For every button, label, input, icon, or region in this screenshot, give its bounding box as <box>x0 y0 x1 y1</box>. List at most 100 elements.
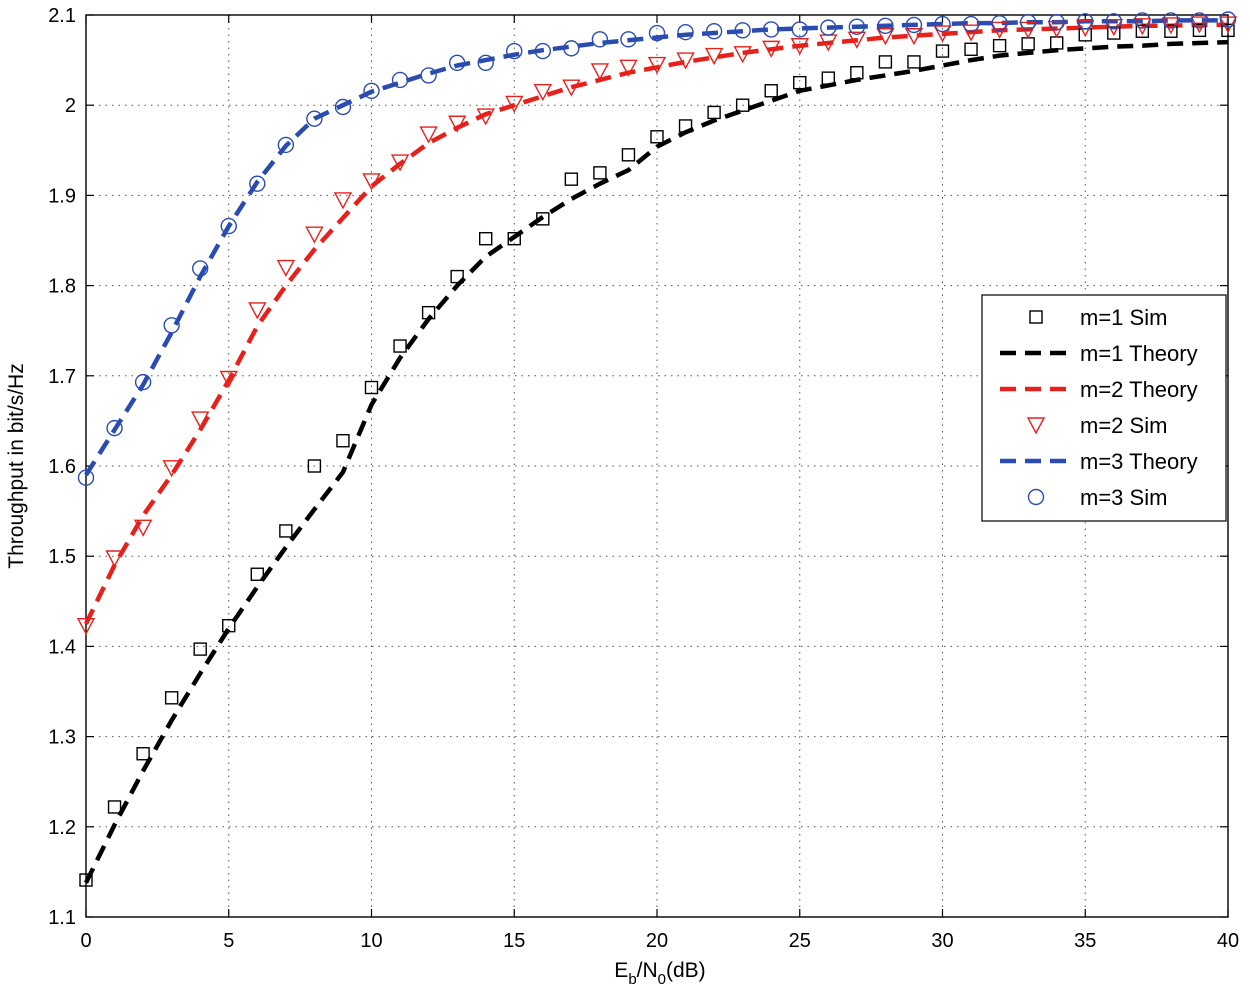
data-point-m-1-sim <box>935 44 950 58</box>
legend-label: m=1 Sim <box>1080 305 1167 330</box>
data-point-m-3-sim <box>934 15 951 33</box>
data-point-m-1-sim <box>707 105 721 120</box>
data-point-m-3-sim <box>877 17 894 35</box>
data-point-m-1-sim <box>364 380 379 395</box>
legend-entries: m=1 Sim m=1 Theory m=2 Theory m=2 Sim m=3 Th… <box>1000 305 1198 510</box>
data-point-m-1-sim <box>536 212 550 226</box>
y-tick-label: 1.5 <box>48 546 76 568</box>
data-point-m-1-sim <box>307 459 322 473</box>
data-point-m-3-sim <box>705 23 723 40</box>
x-tick-label: 5 <box>223 930 234 952</box>
data-point-m-3-sim <box>991 14 1008 32</box>
data-point-m-1-sim <box>907 55 921 69</box>
y-axis-label: Throughput in bit/s/Hz <box>5 363 28 568</box>
y-tick-label: 1.7 <box>48 366 76 388</box>
legend-label: m=3 Sim <box>1080 485 1167 510</box>
data-point-m-3-sim <box>1077 13 1094 30</box>
x-tick-label: 10 <box>360 930 382 952</box>
series-m-3-sim <box>77 11 1237 486</box>
series-m-3-theory <box>84 18 1228 477</box>
data-point-m-1-sim <box>1164 24 1178 38</box>
y-tick-label: 1.2 <box>48 817 76 839</box>
data-point-m-1-sim <box>1135 24 1150 38</box>
data-point-m-3-sim <box>477 54 494 72</box>
data-point-m-2-sim <box>847 31 867 49</box>
data-point-m-1-sim <box>336 434 350 448</box>
data-point-m-2-sim <box>590 63 610 81</box>
data-point-m-3-sim <box>220 217 237 235</box>
x-tick-label: 0 <box>80 930 91 952</box>
data-point-m-1-sim <box>507 231 521 246</box>
y-tick-label: 1.9 <box>48 185 76 207</box>
y-tick-label: 2 <box>65 95 76 117</box>
legend-entry-m-2-sim: m=2 Sim <box>1026 413 1167 438</box>
data-point-m-1-sim <box>735 98 750 112</box>
data-point-m-1-sim <box>250 567 265 581</box>
legend-label: m=2 Theory <box>1080 377 1198 402</box>
data-point-m-3-sim <box>962 15 980 33</box>
data-point-m-3-sim <box>677 23 694 41</box>
data-point-m-2-sim <box>647 56 667 75</box>
legend-entry-m-1-theory: m=1 Theory <box>1000 341 1198 366</box>
series-m-2-theory <box>83 22 1228 625</box>
data-point-m-3-sim <box>1134 12 1151 29</box>
data-point-m-2-sim <box>676 52 695 70</box>
data-point-m-3-sim <box>591 31 609 48</box>
data-point-m-1-sim <box>764 84 778 98</box>
series-line-m-2-theory <box>83 22 1228 625</box>
data-point-m-2-sim <box>362 173 381 191</box>
legend-entry-m-3-sim: m=3 Sim <box>1027 485 1167 510</box>
x-axis-label-tail: (dB) <box>666 959 706 982</box>
data-point-m-1-sim <box>1192 23 1207 38</box>
data-point-m-1-sim <box>279 524 293 538</box>
data-point-m-3-sim <box>1162 12 1180 29</box>
legend-box <box>981 294 1227 522</box>
data-point-m-3-sim <box>134 373 152 391</box>
data-point-m-3-sim <box>1219 11 1237 28</box>
data-point-m-3-sim <box>534 42 551 60</box>
data-point-m-3-sim <box>563 40 580 57</box>
data-point-m-2-sim <box>276 259 296 278</box>
data-point-m-3-sim <box>648 24 666 42</box>
data-point-m-3-sim <box>163 317 180 334</box>
data-point-m-1-sim <box>564 172 579 186</box>
data-point-m-2-sim <box>876 28 895 46</box>
legend-label: m=3 Theory <box>1080 449 1198 474</box>
data-point-m-3-sim <box>363 82 380 99</box>
data-point-m-2-sim <box>419 126 438 144</box>
data-point-m-3-sim <box>1048 14 1065 31</box>
x-tick-label: 15 <box>503 930 525 952</box>
data-point-m-3-sim <box>905 16 923 34</box>
data-point-m-3-sim <box>820 19 837 36</box>
data-point-m-2-sim <box>961 24 981 42</box>
data-point-m-3-sim <box>391 71 409 89</box>
y-tick-label: 1.6 <box>48 456 76 478</box>
data-point-m-2-sim <box>390 154 410 172</box>
data-point-m-2-sim <box>191 411 210 429</box>
series-line-m-3-theory <box>84 18 1228 477</box>
data-point-m-1-sim <box>79 873 93 887</box>
series-line-m-1-theory <box>83 39 1229 884</box>
data-series <box>76 11 1238 887</box>
data-point-m-2-sim <box>162 460 181 478</box>
data-point-m-3-sim <box>420 67 437 84</box>
data-point-m-3-sim <box>448 54 466 72</box>
data-point-m-3-sim <box>106 419 123 437</box>
legend-entry-m-3-theory: m=3 Theory <box>1000 449 1198 474</box>
data-point-m-1-sim <box>136 747 150 761</box>
data-point-m-3-sim <box>77 469 95 486</box>
data-point-m-3-sim <box>306 110 323 127</box>
data-point-m-1-sim <box>393 339 407 353</box>
data-point-m-3-sim <box>506 42 523 60</box>
data-point-m-1-sim <box>821 71 835 85</box>
data-point-m-1-sim <box>164 691 179 705</box>
x-axis-label-mid: /N <box>637 959 658 982</box>
data-point-m-3-sim <box>1191 12 1208 29</box>
data-point-m-2-sim <box>105 550 124 568</box>
data-point-m-3-sim <box>277 136 295 154</box>
legend-entry-m-1-sim: m=1 Sim <box>1029 305 1167 330</box>
data-point-m-2-sim <box>219 370 238 388</box>
data-point-m-2-sim <box>133 519 153 537</box>
series-m-1-theory <box>83 39 1229 884</box>
